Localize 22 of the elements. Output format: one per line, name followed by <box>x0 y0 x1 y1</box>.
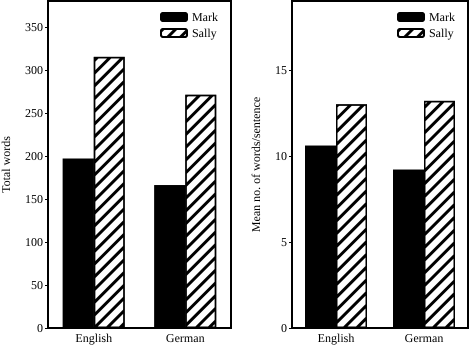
legend-label: Sally <box>192 26 217 40</box>
y-tick-label: 300 <box>25 62 43 77</box>
y-tick-label: 350 <box>25 20 43 34</box>
legend-label: Mark <box>429 10 456 24</box>
x-tick-label: German <box>404 331 444 345</box>
y-axis-title: Mean no. of words/sentence <box>249 96 263 232</box>
y-tick-label: 100 <box>25 234 43 249</box>
y-tick-label: 250 <box>25 106 43 120</box>
x-tick-label: German <box>166 331 205 345</box>
legend-label: Sally <box>429 26 454 40</box>
legend-label: Mark <box>192 10 218 24</box>
y-axis-title: Total words <box>0 136 13 193</box>
y-tick-label: 50 <box>31 278 43 292</box>
x-tick-label: English <box>318 331 354 345</box>
y-tick-label: 5 <box>281 234 287 249</box>
x-tick-label: English <box>75 331 112 345</box>
y-tick-label: 150 <box>25 192 43 206</box>
y-tick-label: 0 <box>281 321 287 335</box>
y-tick-label: 0 <box>37 321 43 335</box>
y-tick-label: 10 <box>275 148 287 163</box>
y-tick-label: 15 <box>275 62 287 77</box>
y-tick-label: 200 <box>25 148 43 163</box>
